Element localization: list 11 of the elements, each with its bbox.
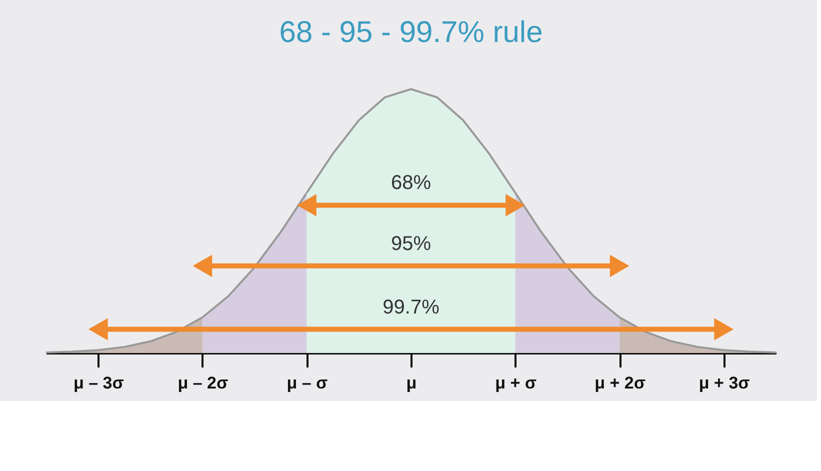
x-tick-label: μ – 2σ xyxy=(178,374,228,392)
annotation: 99.7% xyxy=(382,296,440,318)
x-tick-label: μ + 3σ xyxy=(698,374,750,392)
chart-title: 68 - 95 - 99.7% rule xyxy=(279,16,543,49)
x-tick-label: μ – 3σ xyxy=(73,374,124,392)
x-tick-label: μ xyxy=(406,374,417,392)
annotation: 95% xyxy=(390,232,432,255)
annotation: 68% xyxy=(390,172,432,194)
x-tick-label: μ – σ xyxy=(286,374,328,392)
x-tick-label: μ + σ xyxy=(495,374,537,392)
x-tick-label: μ + 2σ xyxy=(594,374,646,392)
